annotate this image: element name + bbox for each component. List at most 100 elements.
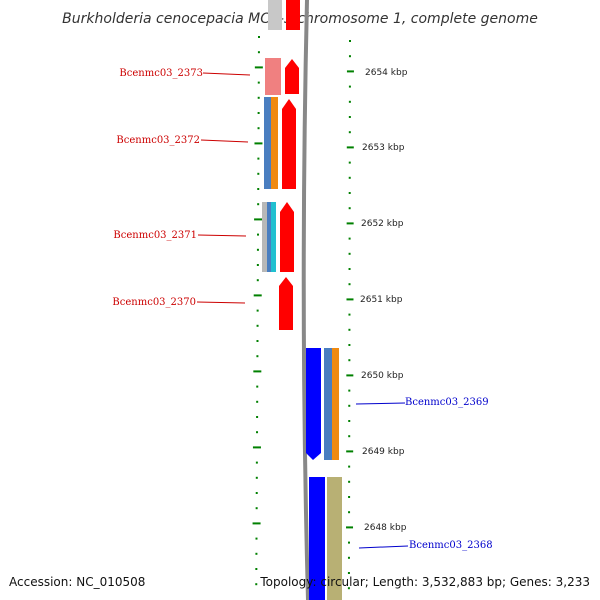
outer-minor-tick — [348, 116, 351, 118]
accession-text: Accession: NC_010508 — [9, 575, 145, 589]
gene-label-bcenmc03-2368[interactable]: Bcenmc03_2368 — [409, 540, 493, 551]
plus-gene-arrow[interactable] — [285, 59, 299, 94]
inner-minor-tick — [257, 188, 260, 190]
gene-label-bcenmc03-2371[interactable]: Bcenmc03_2371 — [113, 230, 197, 241]
outer-minor-tick — [349, 40, 351, 42]
inner-minor-tick — [255, 552, 258, 555]
inner-minor-tick — [256, 355, 259, 358]
inner-minor-tick — [256, 264, 259, 266]
inner-minor-tick — [257, 157, 260, 160]
outer-minor-tick — [348, 161, 351, 164]
gene-leader-line — [200, 139, 249, 143]
plus-feature-bar — [268, 0, 282, 30]
gene-leader-line — [355, 402, 406, 405]
minus-gene-arrow[interactable] — [306, 348, 321, 460]
inner-minor-tick — [255, 583, 258, 586]
outer-minor-tick — [348, 192, 351, 194]
inner-minor-tick — [257, 51, 260, 54]
outer-minor-tick — [348, 465, 351, 468]
outer-minor-tick — [348, 480, 351, 483]
scale-labels: 2654 kbp 2653 kbp 2652 kbp 2651 kbp 2650… — [360, 68, 408, 533]
inner-minor-tick — [255, 492, 258, 494]
plus-feature-bar — [271, 97, 278, 189]
minus-gene-bar[interactable] — [309, 477, 325, 600]
inner-minor-tick — [257, 127, 260, 130]
inner-major-tick — [253, 370, 262, 373]
outer-minor-tick — [348, 85, 351, 88]
inner-major-tick — [254, 218, 263, 221]
minus-feature-bar — [332, 348, 339, 460]
inner-minor-tick — [256, 416, 259, 418]
gene-label-bcenmc03-2372[interactable]: Bcenmc03_2372 — [116, 135, 200, 146]
gene-leader-line — [358, 545, 409, 549]
inner-minor-tick — [255, 537, 258, 540]
gene-leader-line — [196, 301, 246, 304]
inner-minor-tick — [257, 172, 260, 175]
outer-major-tick — [346, 450, 354, 453]
inner-minor-tick — [255, 476, 258, 479]
inner-major-tick — [252, 522, 261, 525]
inner-minor-tick — [257, 112, 260, 114]
tick-marks — [252, 36, 354, 590]
plus-feature-bar — [265, 58, 281, 95]
gene-label-bcenmc03-2369[interactable]: Bcenmc03_2369 — [405, 397, 489, 408]
minus-strand-track — [306, 348, 342, 600]
outer-minor-tick — [347, 587, 350, 590]
outer-minor-tick — [348, 176, 351, 179]
outer-minor-tick — [348, 131, 351, 134]
outer-minor-tick — [348, 328, 351, 331]
plus-feature-bar — [264, 97, 271, 189]
scale-label-2651: 2651 kbp — [360, 295, 403, 305]
plus-gene-arrow[interactable] — [280, 202, 294, 272]
plus-gene-arrow[interactable] — [282, 99, 296, 189]
outer-major-tick — [346, 374, 354, 377]
outer-minor-tick — [348, 344, 351, 346]
inner-minor-tick — [256, 385, 259, 388]
outer-minor-tick — [347, 556, 350, 559]
inner-minor-tick — [256, 309, 259, 312]
gene-label-bcenmc03-2373[interactable]: Bcenmc03_2373 — [119, 68, 203, 79]
outer-minor-tick — [348, 100, 351, 103]
outer-major-tick — [346, 222, 354, 225]
inner-minor-tick — [257, 203, 260, 206]
plus-gene-arrow[interactable] — [279, 277, 293, 330]
gene-label-bcenmc03-2370[interactable]: Bcenmc03_2370 — [112, 297, 196, 308]
scale-label-2652: 2652 kbp — [361, 219, 404, 229]
inner-minor-tick — [255, 568, 258, 570]
outer-minor-tick — [348, 252, 351, 255]
outer-minor-tick — [347, 541, 350, 544]
outer-minor-tick — [348, 420, 351, 422]
scale-label-2653: 2653 kbp — [362, 143, 405, 153]
gene-leader-line — [202, 72, 251, 76]
inner-minor-tick — [258, 36, 260, 38]
outer-major-tick — [346, 70, 354, 73]
inner-minor-tick — [256, 340, 259, 342]
outer-minor-tick — [348, 283, 351, 286]
inner-major-tick — [252, 446, 261, 449]
outer-minor-tick — [348, 404, 351, 407]
plus-gene-arrow[interactable] — [286, 0, 300, 30]
scale-label-2649: 2649 kbp — [362, 447, 405, 457]
inner-minor-tick — [256, 324, 259, 327]
inner-major-tick — [254, 142, 263, 145]
scale-label-2648: 2648 kbp — [364, 523, 407, 533]
topology-text: Topology: circular; Length: 3,532,883 bp… — [259, 575, 590, 589]
outer-major-tick — [346, 146, 354, 149]
plus-feature-bar — [271, 202, 276, 272]
plus-feature-bar — [267, 202, 271, 272]
plus-feature-bar — [262, 202, 267, 272]
gene-labels: Bcenmc03_2373 Bcenmc03_2372 Bcenmc03_237… — [112, 68, 492, 551]
outer-minor-tick — [348, 359, 351, 362]
inner-minor-tick — [256, 279, 259, 282]
outer-major-tick — [346, 526, 354, 529]
inner-major-tick — [254, 66, 263, 69]
minus-feature-bar — [324, 348, 332, 460]
inner-minor-tick — [257, 81, 260, 84]
gene-leader-line — [197, 234, 247, 237]
outer-minor-tick — [348, 268, 351, 270]
outer-minor-tick — [348, 237, 351, 240]
inner-minor-tick — [257, 233, 260, 236]
inner-minor-tick — [256, 248, 259, 251]
